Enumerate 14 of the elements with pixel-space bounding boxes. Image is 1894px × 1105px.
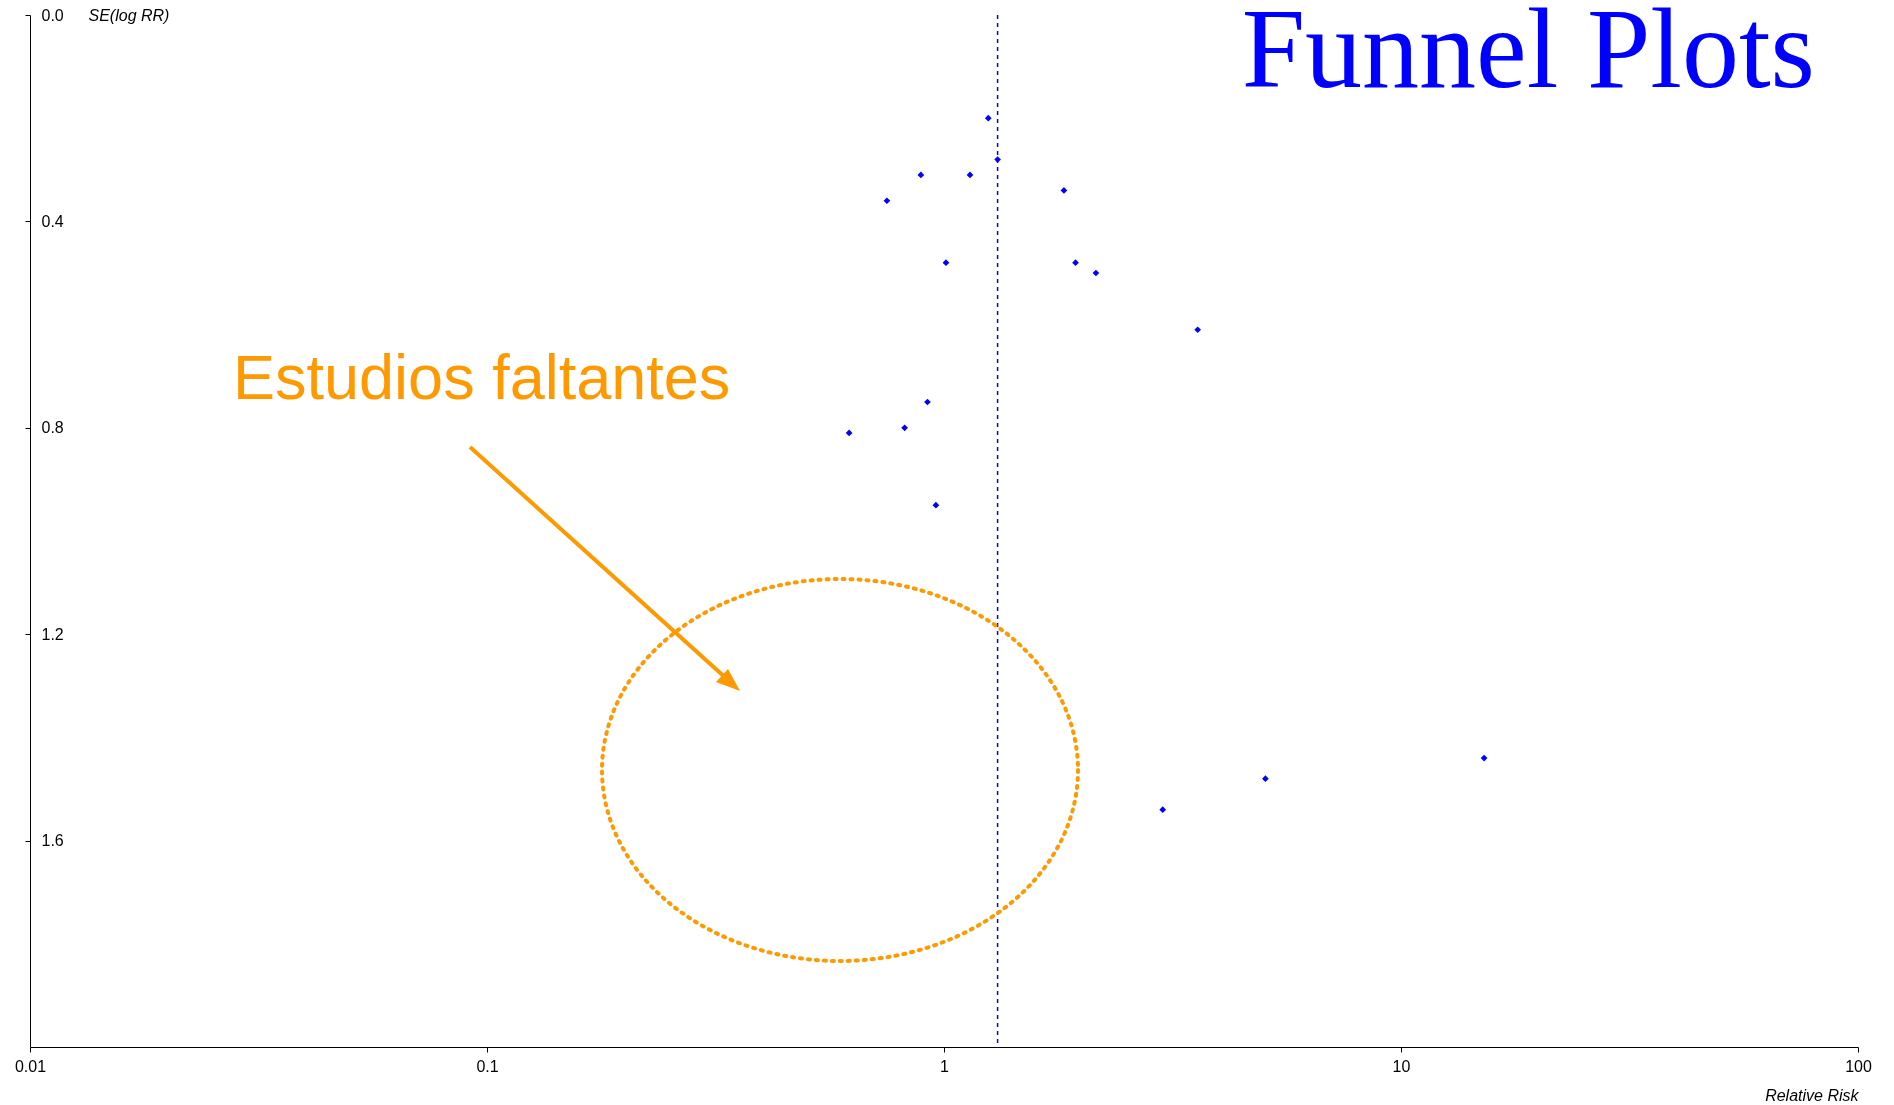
- x-tick-label: 0.01: [14, 1057, 47, 1075]
- y-tick-label: 0.8: [41, 419, 64, 437]
- y-tick-label: 0.4: [41, 212, 64, 230]
- x-axis-title: Relative Risk: [1765, 1086, 1860, 1104]
- annotation: Estudios faltantes: [233, 342, 731, 412]
- y-tick-label: 1.2: [41, 625, 64, 643]
- y-tick-label: 0.0: [41, 6, 64, 24]
- x-tick-label: 1: [940, 1057, 950, 1075]
- x-tick-label: 10: [1392, 1057, 1411, 1075]
- chart-title: Funnel Plots: [1241, 0, 1815, 112]
- x-tick-label: 0.1: [476, 1057, 499, 1075]
- y-tick-label: 1.6: [41, 832, 64, 850]
- y-axis-title: SE(log RR): [88, 6, 170, 24]
- x-tick-label: 100: [1845, 1057, 1872, 1075]
